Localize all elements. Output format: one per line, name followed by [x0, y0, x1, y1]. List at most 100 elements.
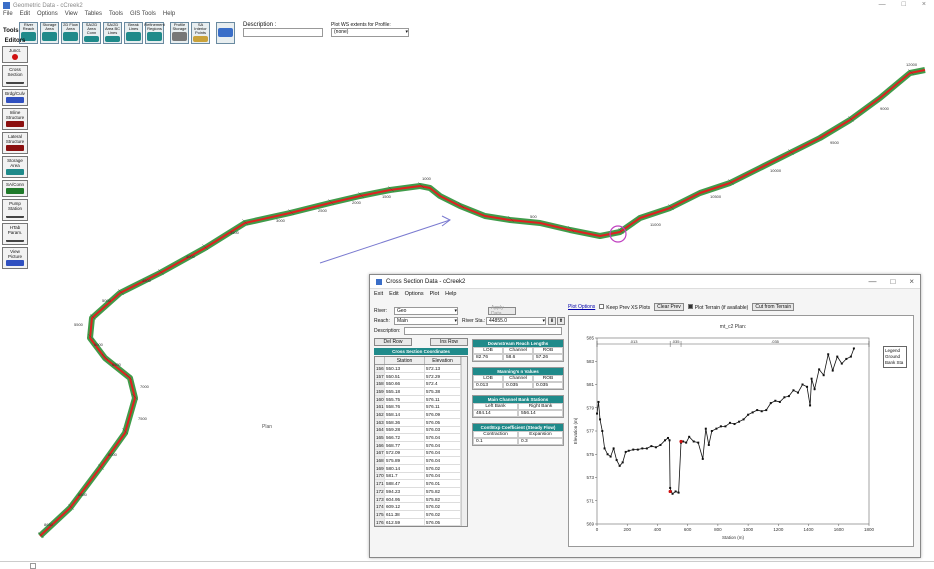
refinement-regions-button[interactable]: Refinement Regions: [144, 22, 165, 44]
table-row[interactable]: 173 604.95 575.82: [375, 495, 467, 504]
station-cell[interactable]: 572.09: [385, 449, 425, 457]
menu-view[interactable]: View: [64, 11, 78, 17]
bridge-culvert-editor-button[interactable]: Brdg/Culv: [2, 89, 28, 106]
menu-help[interactable]: Help: [162, 11, 176, 17]
elevation-cell[interactable]: 575.38: [425, 388, 461, 395]
table-row[interactable]: 175 611.38 576.02: [375, 511, 467, 519]
station-cell[interactable]: 580.14: [385, 464, 425, 472]
elevation-cell[interactable]: 572.29: [425, 372, 461, 380]
xs-menu-plot[interactable]: Plot: [429, 290, 440, 297]
inline-structure-editor-button[interactable]: Inline Structure: [2, 108, 28, 130]
station-cell[interactable]: 559.28: [385, 426, 425, 434]
menu-edit[interactable]: Edit: [19, 11, 31, 17]
keep-prev-checkbox[interactable]: Keep Prev XS Plots: [599, 303, 650, 311]
junction-editor-button[interactable]: Junct.: [2, 46, 28, 63]
station-cell[interactable]: 550.51: [385, 372, 425, 380]
table-row[interactable]: 167 572.09 576.04: [375, 449, 467, 458]
contraction-value[interactable]: 0.1: [473, 438, 518, 445]
table-row[interactable]: 158 550.66 572.4: [375, 380, 467, 389]
rob-n[interactable]: 0.035: [533, 382, 563, 389]
plot-wse-select[interactable]: (none) ▾: [331, 28, 409, 37]
elevation-cell[interactable]: 572.13: [425, 365, 461, 372]
river-select[interactable]: Geo ▾: [394, 307, 458, 315]
table-row[interactable]: 163 558.36 576.05: [375, 418, 467, 427]
river-reach-button[interactable]: River Reach: [19, 22, 38, 44]
elevation-cell[interactable]: 572.4: [425, 380, 461, 388]
station-cell[interactable]: 575.89: [385, 457, 425, 464]
close-icon[interactable]: ×: [921, 1, 926, 8]
table-row[interactable]: 168 575.89 576.04: [375, 457, 467, 465]
elevation-cell[interactable]: 576.04: [425, 457, 461, 464]
table-row[interactable]: 160 555.75 576.11: [375, 395, 467, 404]
lob-n[interactable]: 0.013: [473, 382, 503, 389]
geometry-map[interactable]: Plan 8650 8500 8000 7500 7000 6500 6000 …: [30, 48, 930, 558]
interior-points-button[interactable]: SA Interior Points: [191, 22, 210, 44]
map-layers-button[interactable]: [216, 22, 235, 44]
storage-area-button[interactable]: Storage Area: [40, 22, 59, 44]
xs-description-field[interactable]: [404, 327, 562, 335]
table-row[interactable]: 165 566.72 576.04: [375, 434, 467, 442]
elevation-cell[interactable]: 576.02: [425, 511, 461, 518]
table-row[interactable]: 170 581.7 576.04: [375, 472, 467, 481]
expansion-value[interactable]: 0.3: [518, 438, 563, 445]
elevation-cell[interactable]: 576.11: [425, 395, 461, 403]
station-cell[interactable]: 558.76: [385, 403, 425, 411]
elevation-cell[interactable]: 576.04: [425, 434, 461, 441]
htab-param-button[interactable]: HTab Param.: [2, 223, 28, 245]
channel-length[interactable]: 58.6: [503, 354, 533, 361]
table-row[interactable]: 162 558.14 576.09: [375, 411, 467, 419]
ins-row-button[interactable]: Ins Row: [430, 338, 468, 346]
elevation-cell[interactable]: 576.04: [425, 441, 461, 449]
menu-file[interactable]: File: [3, 11, 13, 17]
del-row-button[interactable]: Del Row: [374, 338, 412, 346]
station-cell[interactable]: 588.47: [385, 480, 425, 487]
elevation-cell[interactable]: 576.05: [425, 518, 461, 526]
prev-xs-button[interactable]: ⬇: [548, 317, 556, 325]
sa-connection-editor-button[interactable]: SA/Conn: [2, 180, 28, 197]
break-lines-button[interactable]: Break Lines: [124, 22, 143, 44]
cross-section-editor-button[interactable]: Cross Section: [2, 65, 28, 87]
elevation-cell[interactable]: 576.01: [425, 480, 461, 487]
apply-data-button[interactable]: Apply Data: [488, 305, 516, 317]
station-cell[interactable]: 558.36: [385, 418, 425, 426]
flow-area-button[interactable]: 2D Flow Area: [61, 22, 80, 44]
maximize-icon[interactable]: □: [901, 1, 906, 8]
table-row[interactable]: 169 580.14 576.02: [375, 464, 467, 473]
menu-gis-tools[interactable]: GIS Tools: [129, 11, 156, 17]
left-bank-value[interactable]: 484.14: [473, 410, 518, 417]
lob-length[interactable]: 82.76: [473, 354, 503, 361]
station-cell[interactable]: 594.23: [385, 488, 425, 495]
station-cell[interactable]: 604.95: [385, 495, 425, 503]
sa-connection-button[interactable]: SA/2D Area Conn: [82, 22, 101, 44]
elevation-cell[interactable]: 576.05: [425, 418, 461, 426]
station-cell[interactable]: 609.12: [385, 503, 425, 511]
xs-minimize-icon[interactable]: —: [868, 277, 877, 286]
table-row[interactable]: 157 550.51 572.29: [375, 372, 467, 381]
bc-lines-button[interactable]: SA/2D Area BC Lines: [103, 22, 122, 44]
clear-prev-button[interactable]: Clear Prev: [654, 303, 684, 311]
elevation-cell[interactable]: 575.82: [425, 495, 461, 503]
channel-n[interactable]: 0.035: [503, 382, 533, 389]
station-cell[interactable]: 555.75: [385, 395, 425, 403]
xs-menu-help[interactable]: Help: [445, 290, 457, 297]
station-cell[interactable]: 550.13: [385, 365, 425, 372]
view-picture-button[interactable]: View Picture: [2, 247, 28, 269]
xs-menu-edit[interactable]: Edit: [389, 290, 399, 297]
plot-terrain-checkbox[interactable]: Plot Terrain (if available): [687, 303, 748, 311]
menu-tables[interactable]: Tables: [84, 11, 102, 17]
station-cell[interactable]: 550.66: [385, 380, 425, 388]
minimize-icon[interactable]: —: [878, 1, 886, 8]
description-field[interactable]: [243, 28, 323, 37]
reach-select[interactable]: Main ▾: [394, 317, 458, 325]
storage-area-editor-button[interactable]: Storage Area: [2, 156, 28, 178]
menu-tools[interactable]: Tools: [108, 11, 123, 17]
elevation-cell[interactable]: 576.09: [425, 411, 461, 418]
table-row[interactable]: 171 588.47 576.01: [375, 480, 467, 488]
rob-length[interactable]: 57.26: [533, 354, 563, 361]
xs-menu-options[interactable]: Options: [404, 290, 424, 297]
elevation-cell[interactable]: 575.82: [425, 488, 461, 495]
elevation-cell[interactable]: 576.04: [425, 472, 461, 480]
coordinates-grid[interactable]: Station Elevation 156 550.13 572.13 157 550.…: [374, 356, 468, 528]
grid-scrollbar[interactable]: [461, 357, 467, 527]
station-cell[interactable]: 566.72: [385, 434, 425, 441]
